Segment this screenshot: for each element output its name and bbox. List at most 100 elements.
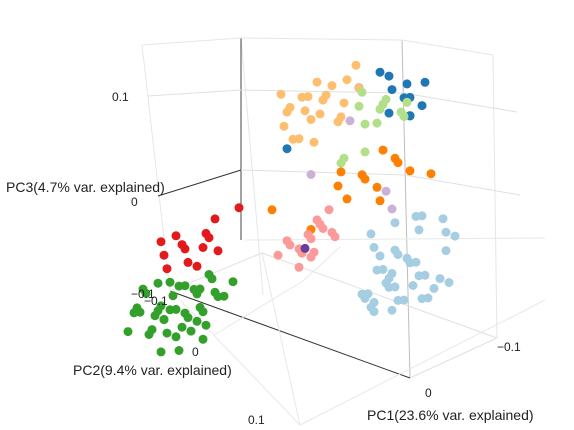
data-point[interactable] [294, 262, 304, 272]
data-point[interactable] [138, 284, 148, 294]
data-point[interactable] [213, 246, 223, 256]
data-point[interactable] [183, 313, 193, 323]
data-point[interactable] [315, 109, 325, 119]
data-point[interactable] [276, 89, 286, 99]
data-point[interactable] [372, 118, 382, 128]
data-point[interactable] [417, 294, 427, 304]
data-point[interactable] [396, 107, 406, 117]
data-point[interactable] [267, 205, 277, 215]
data-point[interactable] [195, 302, 205, 312]
data-point[interactable] [360, 294, 370, 303]
data-point[interactable] [318, 95, 328, 105]
data-point[interactable] [414, 225, 424, 235]
data-point[interactable] [375, 196, 385, 206]
data-point[interactable] [450, 231, 460, 241]
data-point[interactable] [426, 169, 436, 179]
data-point[interactable] [402, 97, 412, 107]
data-point[interactable] [357, 170, 367, 180]
data-point[interactable] [366, 229, 376, 239]
data-point[interactable] [384, 108, 394, 118]
data-point[interactable] [198, 334, 208, 344]
data-point[interactable] [207, 274, 217, 284]
data-point[interactable] [405, 166, 415, 176]
data-point[interactable] [192, 261, 202, 271]
data-point[interactable] [162, 328, 172, 338]
data-point[interactable] [375, 104, 385, 114]
data-point[interactable] [285, 240, 295, 250]
data-point[interactable] [381, 94, 391, 104]
data-point[interactable] [324, 205, 334, 215]
data-point[interactable] [441, 227, 451, 237]
data-point[interactable] [306, 170, 316, 179]
data-point[interactable] [438, 214, 448, 224]
data-point[interactable] [171, 332, 181, 342]
data-point[interactable] [150, 311, 160, 321]
data-point[interactable] [129, 308, 139, 318]
data-point[interactable] [381, 186, 391, 196]
data-point[interactable] [336, 158, 346, 168]
data-point[interactable] [300, 243, 310, 253]
data-point[interactable] [294, 134, 304, 144]
data-point[interactable] [393, 158, 403, 168]
data-point[interactable] [306, 115, 316, 124]
data-point[interactable] [387, 204, 397, 214]
data-point[interactable] [393, 295, 403, 305]
data-point[interactable] [156, 301, 166, 311]
data-point[interactable] [372, 182, 382, 192]
data-point[interactable] [171, 231, 181, 241]
data-point[interactable] [357, 87, 367, 97]
data-point[interactable] [273, 250, 283, 260]
data-point[interactable] [444, 278, 454, 287]
data-point[interactable] [384, 71, 394, 81]
data-point[interactable] [192, 316, 202, 326]
data-point[interactable] [339, 98, 349, 108]
data-point[interactable] [312, 215, 322, 225]
data-point[interactable] [168, 291, 178, 301]
data-point[interactable] [333, 181, 343, 191]
data-point[interactable] [351, 60, 361, 70]
data-point[interactable] [417, 101, 427, 111]
data-point[interactable] [384, 282, 394, 292]
data-point[interactable] [180, 281, 190, 291]
data-point[interactable] [279, 121, 289, 131]
data-point[interactable] [156, 347, 166, 357]
data-point[interactable] [369, 307, 379, 317]
data-point[interactable] [153, 278, 163, 288]
data-point[interactable] [204, 233, 214, 243]
data-point[interactable] [312, 77, 322, 87]
data-point[interactable] [186, 326, 196, 336]
data-point[interactable] [147, 325, 157, 335]
data-point[interactable] [435, 274, 445, 284]
data-point[interactable] [360, 119, 370, 129]
data-point[interactable] [402, 79, 412, 89]
data-point[interactable] [303, 92, 313, 102]
data-point[interactable] [228, 277, 238, 287]
data-point[interactable] [159, 250, 169, 260]
data-point[interactable] [387, 85, 397, 95]
data-point[interactable] [327, 81, 337, 91]
data-point[interactable] [201, 320, 211, 330]
data-point[interactable] [387, 305, 397, 315]
data-point[interactable] [420, 270, 430, 280]
data-point[interactable] [165, 277, 175, 287]
data-point[interactable] [282, 144, 292, 154]
data-point[interactable] [420, 77, 430, 87]
data-point[interactable] [336, 167, 346, 177]
data-point[interactable] [378, 145, 388, 155]
data-point[interactable] [375, 67, 385, 77]
data-point[interactable] [285, 102, 295, 112]
data-point[interactable] [342, 75, 352, 85]
data-point[interactable] [165, 305, 175, 315]
data-point[interactable] [177, 240, 187, 250]
data-point[interactable] [183, 257, 193, 267]
data-point[interactable] [159, 315, 169, 325]
data-point[interactable] [162, 264, 172, 274]
data-point[interactable] [213, 292, 223, 302]
data-point[interactable] [375, 251, 385, 261]
data-point[interactable] [177, 322, 187, 332]
data-point[interactable] [411, 211, 421, 221]
data-point[interactable] [354, 101, 364, 111]
data-point[interactable] [309, 247, 319, 257]
